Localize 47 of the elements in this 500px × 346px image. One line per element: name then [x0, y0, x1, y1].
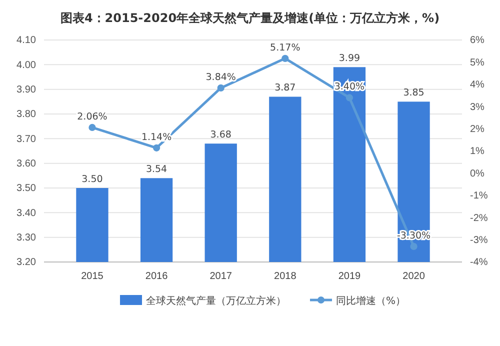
- y-tick-label: 3.90: [16, 84, 36, 96]
- y2-tick-label: -4%: [470, 257, 488, 268]
- point: [410, 242, 418, 250]
- legend-label: 全球天然气产量（万亿立方米）: [146, 295, 286, 307]
- data-label: 3.87: [274, 82, 296, 94]
- y-tick-label: 3.60: [16, 158, 36, 170]
- x-tick-label: 2020: [402, 271, 426, 282]
- y2-tick-label: 2%: [470, 124, 485, 135]
- y2-tick-label: 1%: [470, 146, 485, 158]
- data-label: 3.40%: [334, 82, 365, 93]
- y2-tick-label: -3%: [470, 235, 488, 246]
- x-tick-label: 2017: [210, 271, 232, 282]
- y2-tick-label: 3%: [470, 102, 485, 113]
- data-label: 3.85: [403, 88, 424, 99]
- y-tick-label: 4.00: [16, 60, 36, 71]
- y-tick-label: 3.80: [16, 109, 36, 120]
- data-label: 5.17%: [270, 42, 300, 54]
- y-tick-label: 3.40: [16, 208, 36, 219]
- data-label: 2.06%: [77, 111, 108, 122]
- data-label: 3.54: [146, 164, 168, 176]
- point: [217, 84, 224, 92]
- y-tick-label: 3.50: [16, 183, 36, 194]
- y2-tick-label: -1%: [470, 190, 488, 202]
- x-tick-label: 2018: [274, 271, 297, 282]
- y2-tick-label: 5%: [470, 57, 485, 68]
- x-tick-label: 2019: [338, 271, 362, 282]
- data-label: 3.99: [338, 53, 360, 64]
- y-tick-label: 3.30: [16, 232, 36, 244]
- data-label: 3.84%: [206, 72, 236, 83]
- point: [152, 144, 160, 152]
- legend-label: 同比增速（%）: [336, 295, 406, 307]
- point: [346, 94, 354, 102]
- data-label: -3.30%: [396, 230, 431, 242]
- y-tick-label: 3.70: [16, 134, 36, 145]
- point: [88, 124, 96, 132]
- data-label: 3.50: [82, 174, 103, 185]
- y2-tick-label: -2%: [470, 212, 488, 224]
- y-tick-label: 4.10: [16, 35, 36, 46]
- y2-tick-label: 6%: [470, 35, 485, 46]
- y-tick-label: 3.20: [16, 257, 36, 268]
- y2-tick-label: 4%: [470, 80, 485, 91]
- data-label: 3.68: [210, 130, 232, 141]
- point: [282, 54, 289, 62]
- x-tick-label: 2015: [81, 271, 104, 282]
- y2-tick-label: 0%: [470, 168, 485, 180]
- x-tick-label: 2016: [145, 271, 168, 282]
- chart-title: 图表4：2015-2020年全球天然气产量及增速(单位：万亿立方米，%): [60, 11, 440, 25]
